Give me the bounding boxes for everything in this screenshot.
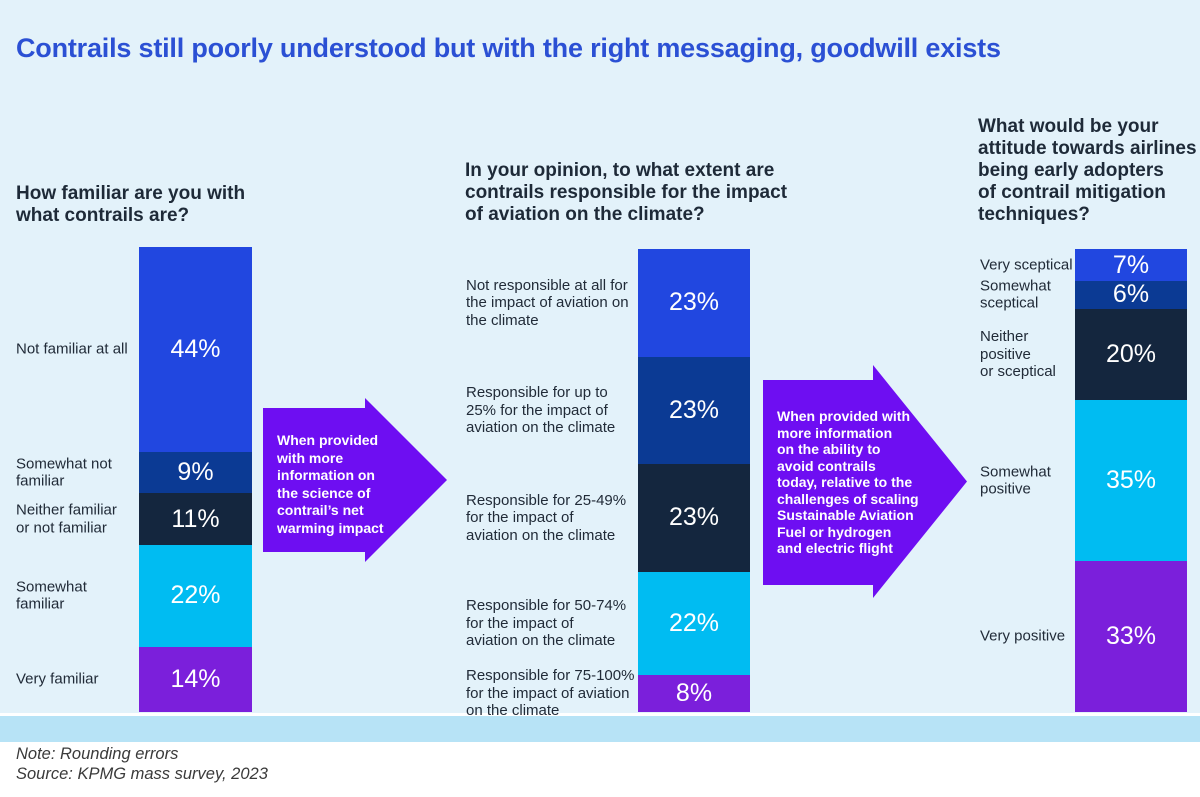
bar-segment: 11%	[139, 493, 252, 545]
segment-percent: 6%	[1112, 280, 1150, 309]
segment-percent: 11%	[171, 504, 220, 533]
arrow-callout-text: When provided with more information on t…	[777, 408, 919, 556]
chart-question-responsibility: In your opinion, to what extent are cont…	[465, 160, 788, 225]
note-rounding: Note: Rounding errors	[16, 745, 179, 763]
category-label: Responsible for up to 25% for the impact…	[466, 384, 616, 437]
arrow-callout-mitigation: When provided with more information on t…	[763, 365, 967, 598]
category-label: Responsible for 50-74% for the impact of…	[466, 596, 627, 649]
category-labels-familiarity: Not familiar at all Somewhat not familiar…	[16, 247, 141, 712]
segment-percent: 23%	[668, 395, 720, 424]
category-label: Very familiar	[16, 670, 99, 688]
bar-segment: 33%	[1075, 560, 1187, 712]
bar-segment: 22%	[638, 571, 750, 675]
bar-segment: 14%	[139, 646, 252, 712]
stacked-bar-responsibility: 23% 23% 23% 22% 8%	[638, 249, 750, 712]
category-label: Not familiar at all	[16, 340, 128, 358]
arrow-callout-science: When provided with more information on t…	[263, 398, 447, 562]
category-label: Very positive	[980, 627, 1066, 645]
arrow-right-icon	[763, 365, 967, 598]
category-label: Responsible for 75-100% for the impact o…	[466, 667, 635, 720]
bar-segment: 44%	[139, 247, 252, 452]
bar-segment: 9%	[139, 451, 252, 494]
bottom-band	[0, 716, 1200, 742]
category-labels-attitude: Very sceptical Somewhat sceptical Neither …	[980, 249, 1075, 712]
bar-segment: 20%	[1075, 308, 1187, 401]
category-label: Somewhat positive	[980, 463, 1051, 498]
category-label: Neither familiar or not familiar	[16, 501, 117, 537]
chart-question-familiarity: How familiar are you with what contrails…	[16, 183, 246, 226]
note-source: Source: KPMG mass survey, 2023	[16, 765, 268, 783]
category-label: Very sceptical	[980, 256, 1073, 274]
stacked-bar-attitude: 7% 6% 20% 35% 33%	[1075, 249, 1187, 712]
category-label: Not responsible at all for the impact of…	[466, 276, 629, 329]
segment-percent: 22%	[668, 608, 720, 637]
footnotes: Note: Rounding errors Source: KPMG mass …	[16, 744, 268, 784]
bar-segment: 22%	[139, 544, 252, 647]
page-title: Contrails still poorly understood but wi…	[16, 33, 1001, 63]
segment-percent: 8%	[675, 678, 713, 707]
segment-percent: 22%	[170, 581, 221, 610]
category-label: Somewhat not familiar	[16, 455, 112, 490]
segment-percent: 33%	[1105, 621, 1157, 650]
segment-percent: 9%	[177, 458, 214, 487]
arrow-right-icon	[263, 398, 447, 562]
bar-segment: 23%	[638, 249, 750, 357]
segment-percent: 23%	[668, 288, 720, 317]
bar-segment: 6%	[1075, 281, 1187, 309]
arrow-callout-text: When provided with more information on t…	[277, 432, 384, 536]
segment-percent: 14%	[170, 664, 221, 693]
bar-segment: 7%	[1075, 249, 1187, 282]
bar-segment: 35%	[1075, 400, 1187, 561]
category-label: Somewhat familiar	[16, 578, 87, 613]
bar-segment: 8%	[638, 674, 750, 712]
segment-percent: 23%	[668, 503, 720, 532]
category-label: Neither positive or sceptical	[980, 328, 1056, 381]
segment-percent: 35%	[1105, 465, 1157, 494]
bar-segment: 23%	[638, 464, 750, 572]
segment-percent: 20%	[1105, 339, 1157, 368]
bar-segment: 23%	[638, 356, 750, 465]
chart-question-attitude: What would be your attitude towards airl…	[978, 116, 1197, 225]
category-label: Responsible for 25-49% for the impact of…	[466, 491, 627, 544]
segment-percent: 44%	[170, 334, 221, 363]
stacked-bar-familiarity: 44% 9% 11% 22% 14%	[139, 247, 252, 712]
segment-percent: 7%	[1112, 250, 1150, 279]
category-labels-responsibility: Not responsible at all for the impact of…	[466, 249, 644, 720]
category-label: Somewhat sceptical	[980, 277, 1051, 312]
